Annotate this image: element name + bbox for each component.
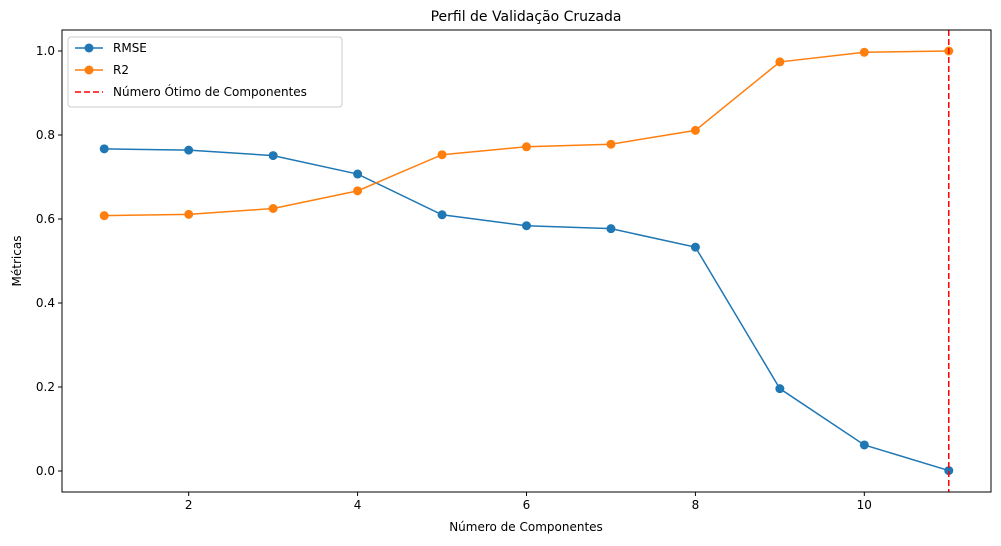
plot-marks: [99, 30, 954, 492]
data-point-r2: [353, 186, 363, 196]
data-point-rmse: [944, 466, 954, 476]
data-point-rmse: [859, 440, 869, 450]
data-point-rmse: [522, 221, 531, 231]
y-tick-label: 0.4: [36, 296, 55, 310]
data-point-r2: [437, 150, 447, 160]
legend-marker: [84, 65, 94, 75]
data-point-r2: [606, 139, 616, 149]
data-point-r2: [690, 125, 700, 135]
data-point-rmse: [775, 384, 785, 394]
legend: RMSE R2 Número Ótimo de Componentes: [67, 36, 343, 108]
data-point-r2: [268, 204, 278, 213]
data-point-rmse: [184, 145, 194, 155]
y-tick-label: 0.8: [36, 128, 55, 142]
y-axis-ticks: 0.0 0.2 0.4 0.6 0.8 1.0: [36, 44, 62, 478]
x-tick-label: 8: [692, 498, 700, 512]
legend-marker: [84, 43, 94, 53]
data-point-rmse: [353, 169, 363, 179]
data-point-r2: [99, 211, 109, 221]
y-tick-label: 1.0: [36, 44, 55, 58]
x-tick-label: 10: [857, 498, 872, 512]
data-point-rmse: [268, 151, 278, 161]
data-point-r2: [522, 142, 531, 152]
plot-frame: [61, 29, 992, 493]
data-point-rmse: [606, 224, 616, 234]
data-point-r2: [184, 209, 194, 219]
data-point-rmse: [690, 242, 700, 252]
legend-label: RMSE: [113, 41, 147, 55]
data-point-r2: [775, 57, 785, 67]
data-point-rmse: [437, 210, 447, 220]
x-tick-label: 6: [523, 498, 531, 512]
x-tick-label: 4: [354, 498, 362, 512]
y-tick-label: 0.6: [36, 212, 55, 226]
x-tick-label: 2: [185, 498, 193, 512]
data-point-r2: [859, 47, 869, 57]
chart-title: Perfil de Validação Cruzada: [431, 9, 622, 25]
x-axis-label: Número de Componentes: [449, 520, 603, 534]
x-axis-ticks: 2 4 6 8 10: [185, 492, 872, 512]
y-tick-label: 0.2: [36, 380, 55, 394]
legend-label: Número Ótimo de Componentes: [113, 84, 307, 99]
data-point-rmse: [99, 144, 109, 154]
legend-label: R2: [113, 63, 129, 77]
y-tick-label: 0.0: [36, 464, 55, 478]
y-axis-label: Métricas: [10, 236, 24, 287]
legend-box: [67, 36, 343, 108]
